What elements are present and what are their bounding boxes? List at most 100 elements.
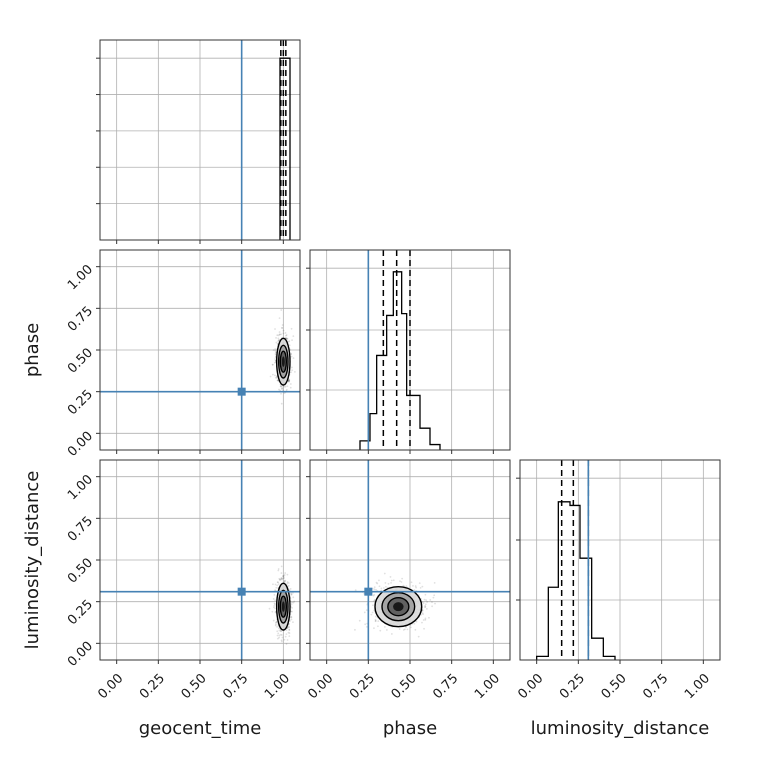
sample-point (276, 342, 279, 345)
sample-point (272, 598, 275, 600)
xlabel-geocent-time: geocent_time (139, 718, 262, 739)
tick-label-x: 0.00 (305, 671, 336, 702)
sample-point (433, 594, 436, 597)
sample-point (288, 380, 291, 383)
hist-panel-luminosity-distance (516, 459, 721, 664)
sample-point (371, 611, 374, 614)
sample-point (421, 585, 424, 588)
sample-point (292, 357, 295, 360)
tick-label-x: 0.25 (557, 671, 588, 702)
sample-point (282, 575, 285, 577)
sample-point (399, 580, 401, 583)
sample-point (290, 616, 293, 619)
sample-point (276, 626, 278, 628)
sample-point (271, 610, 274, 613)
sample-point (288, 379, 291, 381)
sample-point (275, 620, 278, 623)
sample-point (280, 634, 283, 636)
sample-point (285, 643, 288, 645)
sample-point (284, 385, 287, 388)
sample-point (292, 601, 295, 604)
xlabel-phase: phase (383, 718, 437, 739)
sample-point (425, 607, 428, 610)
sample-point (424, 605, 427, 608)
sample-point (286, 573, 289, 576)
sample-point (292, 621, 294, 624)
sample-point (275, 621, 277, 624)
sample-point (373, 627, 375, 630)
tick-label-x: 0.75 (220, 671, 251, 702)
sample-point (275, 586, 278, 589)
sample-point (283, 385, 286, 388)
sample-point (406, 628, 409, 631)
sample-point (387, 582, 390, 585)
sample-point (424, 603, 427, 606)
sample-point (286, 337, 289, 340)
tick-label-x: 1.00 (262, 671, 293, 702)
sample-point (292, 335, 295, 338)
sample-point (390, 581, 392, 584)
xlabel-luminosity-distance: luminosity_distance (531, 718, 710, 739)
sample-point (276, 634, 279, 637)
sample-point (415, 620, 418, 623)
sample-point (288, 626, 290, 629)
tick-label-x: 0.25 (347, 671, 378, 702)
sample-point (429, 599, 432, 601)
sample-point (285, 633, 288, 636)
sample-point (275, 341, 278, 344)
sample-point (423, 627, 425, 630)
contour-line (279, 595, 288, 618)
contour-line (275, 337, 291, 386)
sample-point (290, 355, 293, 358)
sample-point (291, 610, 293, 613)
sample-point (278, 339, 280, 342)
sample-point (280, 402, 283, 405)
tick-label-x: 1.00 (472, 671, 503, 702)
sample-point (279, 633, 282, 636)
sample-point (281, 578, 283, 581)
sample-point (291, 601, 293, 604)
sample-point (280, 639, 283, 642)
sample-point (287, 380, 290, 382)
sample-point (280, 387, 283, 390)
sample-point (392, 579, 395, 582)
ylabel-phase: phase (22, 323, 43, 377)
sample-point (286, 337, 288, 340)
sample-point (280, 385, 282, 388)
sample-point (273, 606, 275, 609)
contour-line (387, 596, 410, 617)
sample-point (285, 334, 288, 336)
sample-point (363, 611, 366, 614)
sample-point (384, 585, 387, 588)
sample-point (292, 596, 295, 599)
contour-line (277, 589, 289, 624)
sample-point (271, 373, 274, 376)
sample-point (358, 619, 361, 622)
sample-point (281, 324, 284, 326)
sample-point (278, 636, 280, 639)
sample-point (283, 577, 285, 579)
sample-point (382, 587, 385, 589)
sample-point (273, 593, 276, 596)
sample-point (374, 618, 377, 621)
density-level (281, 601, 285, 612)
sample-point (288, 635, 291, 638)
sample-point (281, 327, 284, 329)
sample-point (282, 329, 285, 332)
sample-point (287, 582, 290, 584)
sample-point (274, 603, 276, 606)
sample-point (278, 317, 281, 320)
contour-line (279, 350, 288, 373)
sample-point (288, 340, 291, 342)
sample-point (289, 587, 292, 590)
sample-point (273, 602, 276, 605)
tick-label-x: 0.00 (515, 671, 546, 702)
sample-point (276, 377, 278, 379)
tick-label-y: 0.00 (65, 429, 96, 460)
sample-point (279, 385, 282, 388)
density-panel-luminosity-distance-vs-phase (306, 459, 511, 664)
sample-point (285, 337, 288, 340)
sample-point (385, 629, 388, 631)
sample-point (286, 385, 289, 388)
